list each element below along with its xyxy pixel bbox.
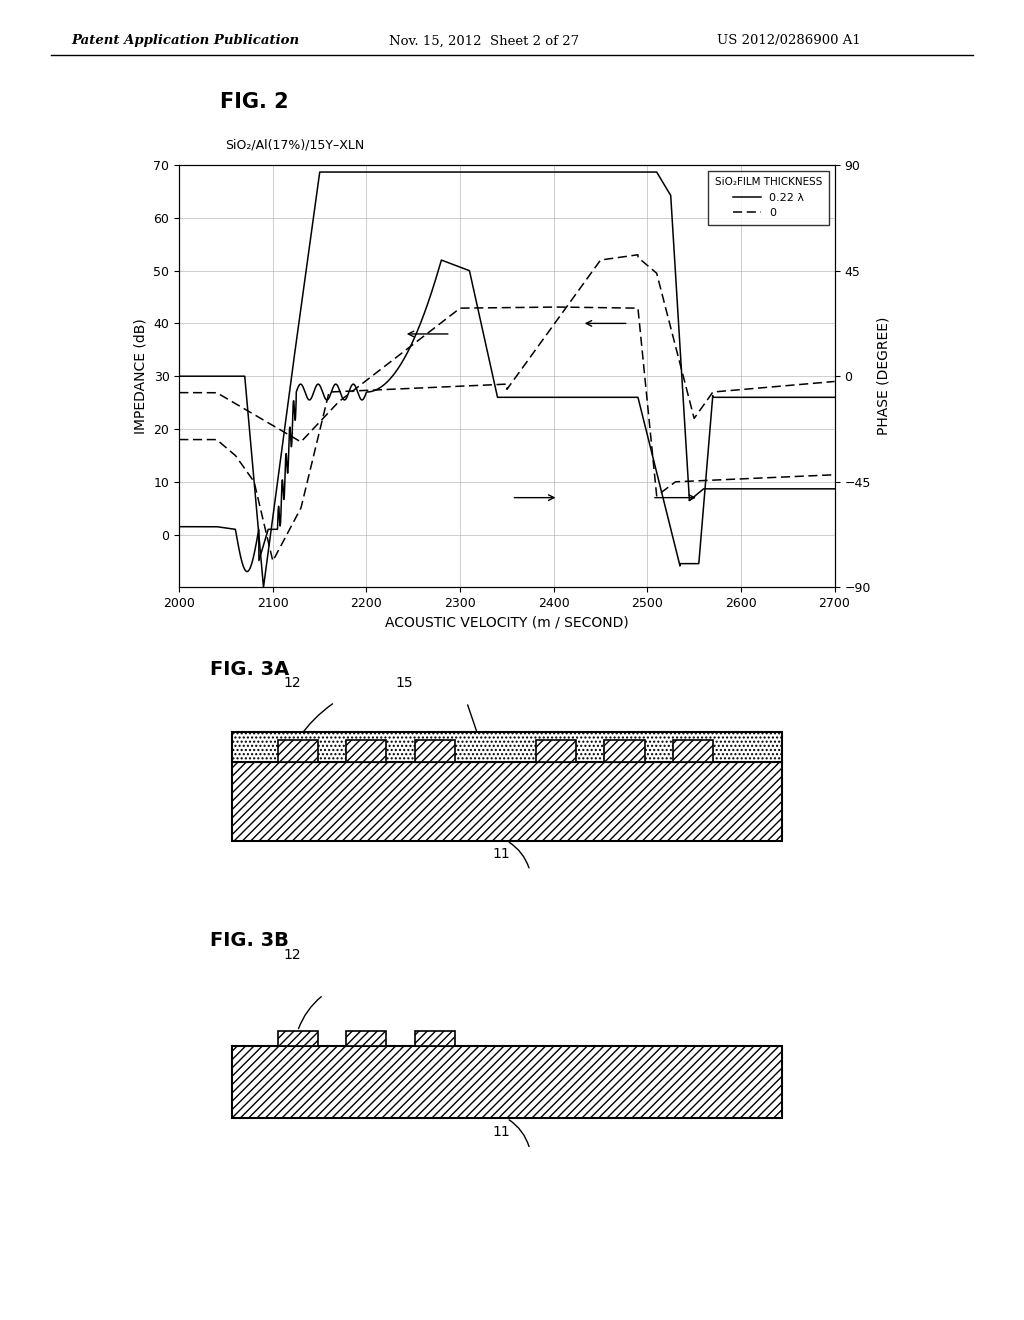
Text: 11: 11 <box>493 1125 511 1139</box>
Bar <box>278 1031 317 1045</box>
Bar <box>415 739 456 762</box>
Text: FIG. 3B: FIG. 3B <box>210 931 289 949</box>
Text: SiO₂/Al(17%)/15Y–XLN: SiO₂/Al(17%)/15Y–XLN <box>225 139 365 152</box>
Bar <box>231 1045 782 1118</box>
Bar <box>231 762 782 841</box>
Bar <box>673 739 714 762</box>
Bar <box>536 739 575 762</box>
Text: 11: 11 <box>493 847 511 862</box>
Legend: 0.22 λ, 0: 0.22 λ, 0 <box>709 170 829 224</box>
Bar <box>231 762 782 841</box>
Bar <box>604 739 644 762</box>
Bar <box>278 1031 317 1045</box>
Bar <box>278 739 317 762</box>
Y-axis label: IMPEDANCE (dB): IMPEDANCE (dB) <box>134 318 147 434</box>
Bar <box>536 739 575 762</box>
Bar <box>346 1031 386 1045</box>
Text: FIG. 3A: FIG. 3A <box>210 660 289 678</box>
Bar <box>415 1031 456 1045</box>
Bar <box>346 739 386 762</box>
Bar <box>346 1031 386 1045</box>
Bar <box>673 739 714 762</box>
X-axis label: ACOUSTIC VELOCITY (m / SECOND): ACOUSTIC VELOCITY (m / SECOND) <box>385 615 629 630</box>
Text: Patent Application Publication: Patent Application Publication <box>72 34 300 48</box>
Bar <box>415 739 456 762</box>
Bar <box>346 739 386 762</box>
Bar <box>231 731 782 762</box>
Bar <box>231 731 782 762</box>
Text: 12: 12 <box>283 948 301 962</box>
Bar <box>415 1031 456 1045</box>
Y-axis label: PHASE (DEGREE): PHASE (DEGREE) <box>877 317 890 436</box>
Text: Nov. 15, 2012  Sheet 2 of 27: Nov. 15, 2012 Sheet 2 of 27 <box>389 34 580 48</box>
Text: FIG. 2: FIG. 2 <box>220 92 289 112</box>
Text: 15: 15 <box>395 676 414 690</box>
Bar <box>604 739 644 762</box>
Bar <box>231 1045 782 1118</box>
Text: US 2012/0286900 A1: US 2012/0286900 A1 <box>717 34 860 48</box>
Bar <box>278 739 317 762</box>
Text: 12: 12 <box>283 676 301 690</box>
